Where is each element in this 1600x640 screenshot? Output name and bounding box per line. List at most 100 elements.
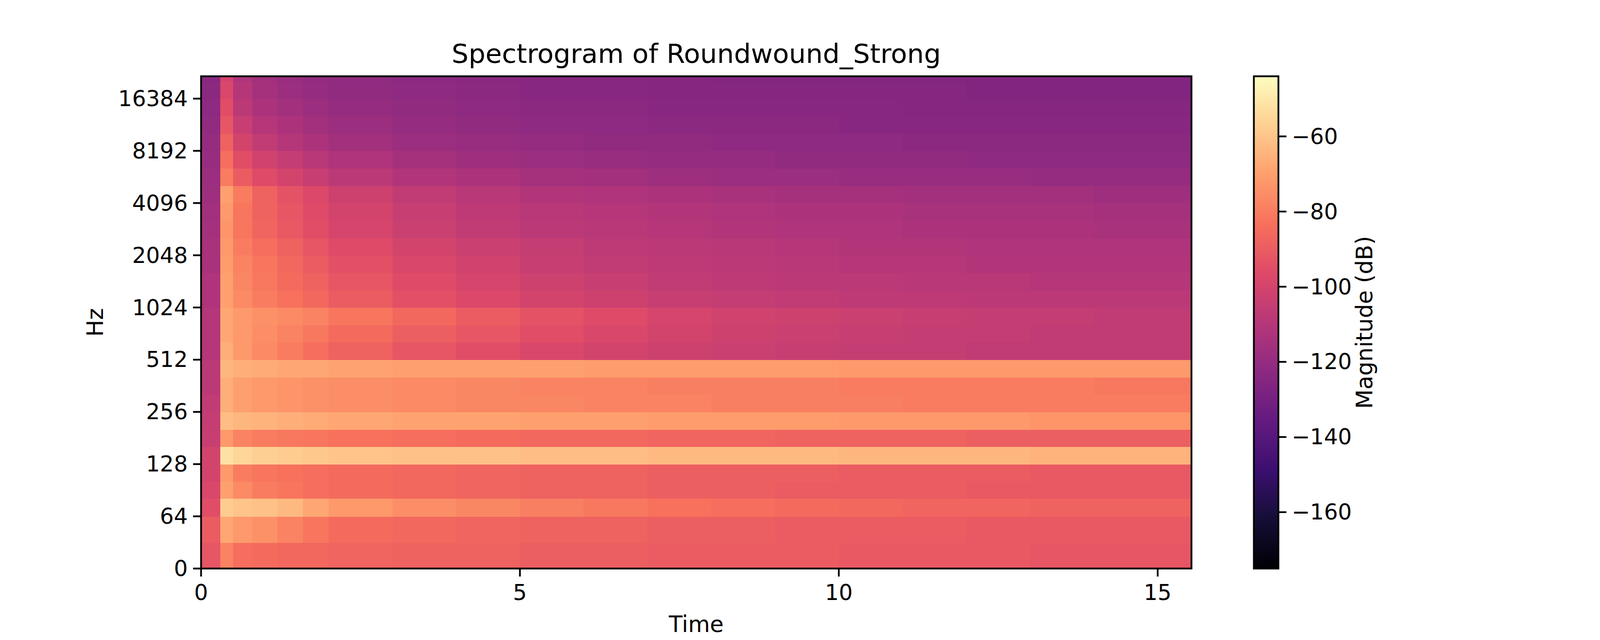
heatmap-cell xyxy=(277,150,303,169)
heatmap-cell xyxy=(302,411,329,430)
heatmap-cell xyxy=(252,116,278,134)
heatmap-cell xyxy=(966,359,1031,378)
colorbar-tick-label: −140 xyxy=(1291,424,1352,450)
heatmap-cell xyxy=(583,81,648,99)
heatmap-cell xyxy=(966,203,1031,221)
heatmap-cell xyxy=(647,168,712,186)
heatmap-cell xyxy=(252,81,278,99)
heatmap-cell xyxy=(277,542,303,569)
heatmap-cell xyxy=(220,185,234,204)
heatmap-cell xyxy=(1157,394,1192,412)
heatmap-cell xyxy=(647,237,712,256)
heatmap-cell xyxy=(902,324,967,343)
heatmap-cell xyxy=(328,272,393,291)
heatmap-cell xyxy=(1029,481,1094,499)
heatmap-cell xyxy=(838,446,903,465)
heatmap-cell xyxy=(520,168,584,186)
heatmap-cell xyxy=(277,394,303,412)
heatmap-cell xyxy=(838,116,903,134)
heatmap-cell xyxy=(220,394,234,412)
heatmap-cell xyxy=(966,168,1031,186)
heatmap-cell xyxy=(966,481,1031,499)
heatmap-cell xyxy=(838,237,903,256)
heatmap-cell xyxy=(583,255,648,274)
heatmap-cell xyxy=(201,359,221,378)
heatmap-cell xyxy=(328,307,393,326)
heatmap-cell xyxy=(233,446,253,465)
heatmap-cell xyxy=(1093,255,1158,274)
heatmap-cell xyxy=(774,359,839,378)
heatmap-cell xyxy=(252,342,278,360)
heatmap-cell xyxy=(711,342,776,360)
heatmap-cell xyxy=(1157,516,1192,543)
heatmap-cell xyxy=(711,98,776,117)
heatmap-cell xyxy=(201,542,221,569)
heatmap-cell xyxy=(328,464,393,482)
heatmap-cell xyxy=(711,150,776,169)
heatmap-cell xyxy=(220,429,234,447)
heatmap-cell xyxy=(1157,411,1192,430)
heatmap-cell xyxy=(1029,220,1094,238)
heatmap-cell xyxy=(966,81,1031,99)
heatmap-cell xyxy=(277,516,303,543)
heatmap-cell xyxy=(302,81,329,99)
heatmap-cell xyxy=(774,394,839,412)
heatmap-cell xyxy=(201,342,221,360)
heatmap-cell xyxy=(201,377,221,395)
heatmap-cell xyxy=(220,342,234,360)
heatmap-cell xyxy=(302,359,329,378)
heatmap-cell xyxy=(220,324,234,343)
y-tick xyxy=(193,202,202,204)
heatmap-cell xyxy=(647,411,712,430)
heatmap-cell xyxy=(583,411,648,430)
heatmap-cell xyxy=(647,394,712,412)
heatmap-cell xyxy=(233,220,253,238)
heatmap-cell xyxy=(302,342,329,360)
heatmap-cell xyxy=(1157,168,1192,186)
heatmap-cell xyxy=(220,464,234,482)
heatmap-cell xyxy=(392,255,457,274)
heatmap-cell xyxy=(711,237,776,256)
heatmap-cell xyxy=(328,481,393,499)
heatmap-cell xyxy=(456,377,520,395)
heatmap-cell xyxy=(902,290,967,308)
heatmap-cell xyxy=(328,133,393,151)
heatmap-cell xyxy=(520,185,584,204)
heatmap-cell xyxy=(711,542,776,569)
heatmap-cell xyxy=(774,168,839,186)
heatmap-cell xyxy=(252,237,278,256)
heatmap-cell xyxy=(277,168,303,186)
heatmap-cell xyxy=(711,446,776,465)
heatmap-cell xyxy=(838,220,903,238)
y-tick-label: 512 xyxy=(146,346,188,373)
heatmap-cell xyxy=(392,272,457,291)
heatmap-cell xyxy=(252,464,278,482)
colorbar-label: Magnitude (dB) xyxy=(1351,235,1378,409)
heatmap-cell xyxy=(328,168,393,186)
heatmap-cell xyxy=(328,203,393,221)
x-tick xyxy=(1156,568,1159,577)
heatmap-cell xyxy=(520,98,584,117)
heatmap-cell xyxy=(277,429,303,447)
heatmap-cell xyxy=(711,133,776,151)
heatmap-cell xyxy=(902,98,967,117)
heatmap-cell xyxy=(966,150,1031,169)
heatmap-cell xyxy=(392,237,457,256)
heatmap-cell xyxy=(838,203,903,221)
heatmap-cell xyxy=(220,133,234,151)
heatmap-cell xyxy=(902,516,967,543)
heatmap-cell xyxy=(277,342,303,360)
heatmap-cell xyxy=(902,377,967,395)
heatmap-cell xyxy=(1157,81,1192,99)
heatmap-cell xyxy=(1093,203,1158,221)
heatmap-cell xyxy=(583,150,648,169)
heatmap-cell xyxy=(277,446,303,465)
heatmap-cell xyxy=(456,342,520,360)
heatmap-cell xyxy=(201,481,221,499)
heatmap-cell xyxy=(902,203,967,221)
heatmap-cell xyxy=(1157,446,1192,465)
heatmap-cell xyxy=(520,359,584,378)
heatmap-cell xyxy=(252,150,278,169)
heatmap-cell xyxy=(520,255,584,274)
heatmap-cell xyxy=(1029,342,1094,360)
